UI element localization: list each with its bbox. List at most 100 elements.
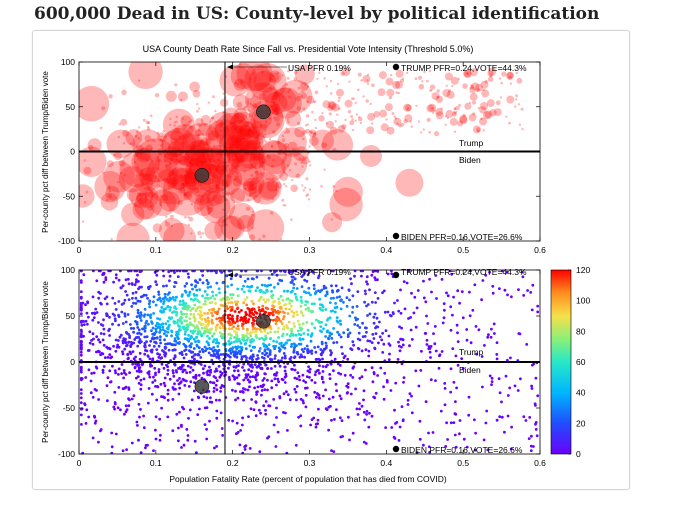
data-point <box>294 126 305 138</box>
data-point <box>200 160 204 164</box>
data-point <box>84 319 88 323</box>
data-point <box>393 117 402 126</box>
data-point <box>218 165 221 169</box>
data-point <box>480 80 489 89</box>
data-point <box>252 120 263 131</box>
data-point <box>405 104 412 112</box>
data-point <box>173 320 177 324</box>
data-point <box>377 341 380 345</box>
data-point <box>163 222 197 241</box>
data-point <box>258 177 280 199</box>
data-point <box>242 290 246 294</box>
data-point <box>180 294 184 298</box>
data-point <box>364 442 368 445</box>
data-point <box>189 157 198 166</box>
data-point <box>140 285 143 289</box>
data-point <box>204 302 207 306</box>
data-point <box>235 317 239 320</box>
data-point <box>456 289 460 293</box>
data-point <box>142 426 146 430</box>
data-point <box>236 287 240 291</box>
data-point <box>284 204 287 207</box>
data-point <box>252 408 256 412</box>
data-point <box>209 396 212 400</box>
data-point <box>301 156 310 165</box>
data-point <box>296 106 302 111</box>
data-point <box>200 376 204 380</box>
data-point <box>337 333 341 337</box>
data-point <box>304 300 308 303</box>
data-point <box>251 210 255 213</box>
data-point <box>476 130 480 133</box>
data-point <box>163 160 167 163</box>
data-point <box>193 303 197 307</box>
data-point <box>490 376 494 380</box>
data-point <box>324 323 328 327</box>
data-point <box>136 344 140 348</box>
data-point <box>209 178 212 182</box>
data-point <box>264 334 267 338</box>
data-point <box>358 407 361 411</box>
data-point <box>226 184 230 187</box>
data-point <box>530 308 534 312</box>
data-point <box>465 72 469 75</box>
data-point <box>174 369 178 372</box>
data-point <box>317 368 320 372</box>
data-point <box>454 354 458 358</box>
data-point <box>113 407 116 411</box>
data-point <box>252 318 255 322</box>
data-point <box>207 157 210 161</box>
data-point <box>385 77 394 86</box>
data-point <box>132 301 135 305</box>
data-point <box>248 138 260 150</box>
data-point <box>228 332 232 336</box>
data-point <box>256 133 264 141</box>
data-point <box>182 443 186 447</box>
data-point <box>189 297 193 301</box>
data-point <box>171 386 175 389</box>
data-point <box>338 295 341 299</box>
data-point <box>181 179 184 182</box>
data-point <box>533 402 537 406</box>
data-point <box>272 181 275 184</box>
data-point <box>165 163 172 170</box>
data-point <box>339 372 343 376</box>
data-point <box>498 77 502 80</box>
data-point <box>149 339 153 343</box>
data-point <box>335 316 339 320</box>
data-point <box>116 222 150 241</box>
data-point <box>267 404 271 408</box>
data-point <box>166 398 170 402</box>
data-point <box>234 350 238 354</box>
data-point <box>282 343 286 347</box>
data-point <box>154 280 158 284</box>
data-point <box>346 391 349 394</box>
data-point <box>303 278 307 282</box>
data-point <box>468 101 472 105</box>
data-point <box>237 159 240 163</box>
data-point <box>194 340 198 344</box>
data-point <box>481 89 490 98</box>
data-point <box>209 285 213 289</box>
data-point <box>286 393 290 397</box>
data-point <box>111 322 114 326</box>
data-point <box>207 147 211 151</box>
data-point <box>324 294 327 298</box>
data-point <box>241 416 245 420</box>
data-point <box>183 332 187 336</box>
data-point <box>183 171 197 185</box>
data-point <box>240 159 243 162</box>
data-point <box>161 325 165 329</box>
data-point <box>206 207 209 210</box>
data-point <box>276 282 280 286</box>
data-point <box>144 196 147 199</box>
data-point <box>252 94 256 98</box>
data-point <box>272 398 276 401</box>
data-point <box>282 289 286 293</box>
data-point <box>497 377 501 381</box>
data-point <box>246 388 250 392</box>
data-point <box>153 336 157 340</box>
data-point <box>508 386 512 390</box>
data-point <box>184 139 214 169</box>
data-point <box>247 415 250 418</box>
